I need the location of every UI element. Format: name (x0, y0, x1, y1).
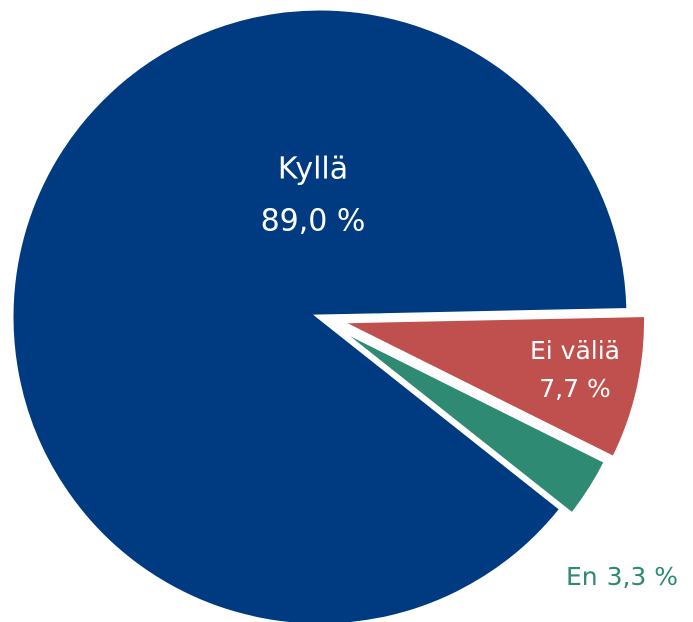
slice-category: En (566, 562, 598, 591)
pie-slice (8, 5, 632, 622)
slice-label: Kyllä (278, 152, 348, 187)
slice-label: En 3,3 % (566, 562, 678, 591)
slice-value-label: 89,0 % (261, 204, 366, 239)
slice-label: Ei väliä (530, 336, 620, 365)
slice-value-label: 7,7 % (539, 374, 610, 403)
pie-slice (328, 321, 610, 519)
slice-value-label: 3,3 % (607, 562, 678, 591)
pie-slice (336, 311, 649, 463)
